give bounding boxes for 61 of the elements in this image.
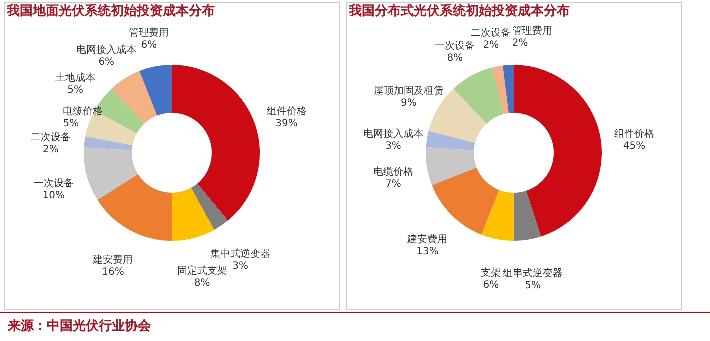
slice-label: 二次设备 (471, 27, 512, 40)
slice-label: 二次设备 (30, 132, 71, 144)
data-label: 13% (416, 246, 439, 258)
donut-slice (426, 147, 477, 186)
donut-slice (426, 131, 476, 150)
data-label: 7% (386, 179, 402, 190)
donut-slice (514, 191, 542, 241)
slice-label: 支架 (481, 266, 502, 279)
data-label: 5% (63, 118, 80, 130)
donut-slice (482, 190, 514, 241)
slice-label: 一次设备 (34, 177, 74, 190)
donut-slice (191, 184, 228, 230)
donut-slice (98, 174, 172, 241)
donut-slice (140, 65, 172, 116)
data-label: 2% (43, 144, 59, 156)
donut-slice (94, 88, 145, 134)
slice-label: 电缆价格 (63, 106, 104, 118)
data-label: 6% (98, 56, 115, 68)
data-label: 5% (525, 280, 542, 292)
slice-label: 土地成本 (56, 72, 96, 84)
donut-slice (84, 136, 133, 150)
data-label: 3% (232, 260, 249, 272)
slice-label: 电缆价格 (374, 166, 414, 178)
slice-label: 集中式逆变器 (210, 248, 271, 260)
donut-slice (492, 66, 509, 114)
donut-slice (112, 71, 158, 124)
slice-label: 电网接入成本 (364, 128, 424, 140)
slice-label: 一次设备 (435, 40, 476, 52)
source-note: 来源：中国光伏行业协会 (0, 312, 710, 339)
slice-label: 建安费用 (406, 233, 448, 246)
data-label: 10% (42, 190, 65, 202)
data-label: 2% (512, 38, 528, 50)
slice-label: 组件价格 (614, 128, 654, 140)
chart-title: 我国地面光伏系统初始投资成本分布 (6, 3, 215, 19)
slice-label: 建安费用 (92, 254, 134, 266)
data-label: 8% (194, 278, 210, 290)
donut-slice (432, 168, 500, 235)
donut-slice (454, 68, 504, 124)
data-label: 6% (483, 280, 500, 291)
data-label: 6% (141, 40, 158, 52)
slice-label: 组件价格 (266, 106, 307, 118)
donut-slice (84, 147, 138, 200)
slice-label: 固定式支架 (177, 265, 228, 278)
slice-label: 屋顶加固及租赁 (374, 84, 444, 97)
donut-slice (172, 188, 214, 241)
data-label: 39% (276, 118, 298, 130)
data-label: 5% (68, 85, 84, 96)
donut-slice (502, 65, 514, 114)
data-label: 8% (447, 53, 464, 64)
slice-label: 管理费用 (512, 25, 552, 38)
slice-label: 电网接入成本 (76, 44, 137, 56)
data-label: 9% (401, 98, 417, 109)
slice-label: 组串式逆变器 (503, 268, 564, 280)
data-label: 16% (102, 266, 124, 278)
slice-label: 管理费用 (129, 27, 170, 40)
data-label: 3% (386, 140, 402, 152)
data-label: 2% (483, 40, 500, 52)
donut-slice (172, 65, 260, 221)
chart-title: 我国分布式光伏系统初始投资成本分布 (348, 3, 570, 19)
donut-slice (514, 65, 602, 237)
data-label: 45% (623, 140, 646, 152)
